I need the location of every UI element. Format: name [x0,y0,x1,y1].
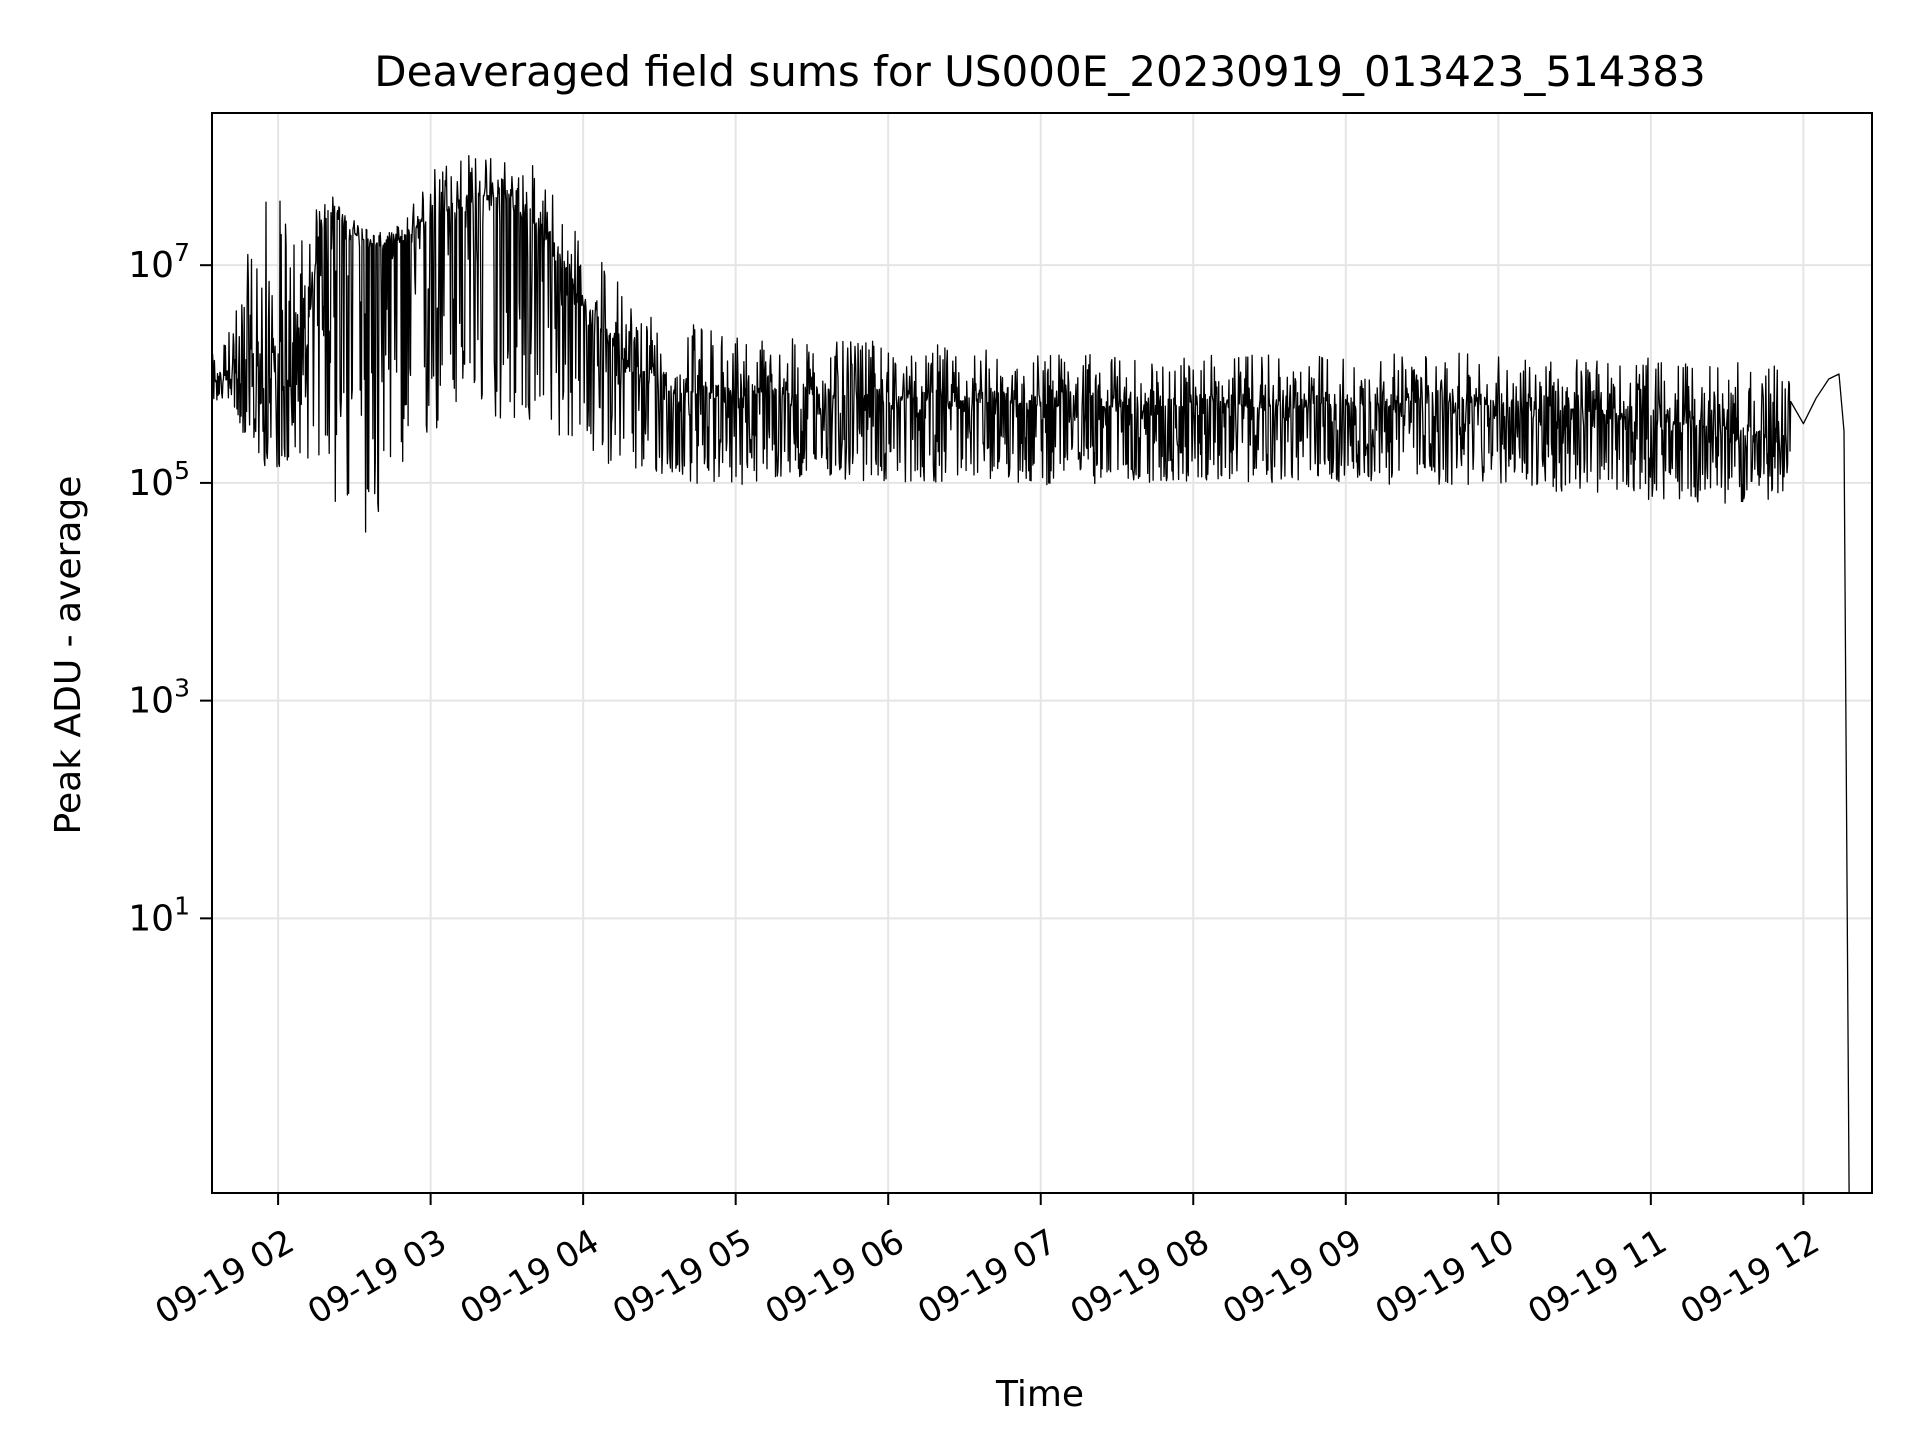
y-tick-base: 10 [128,898,174,939]
y-axis-label: Peak ADU - average [48,476,89,835]
plot-layer [212,155,1850,1193]
y-tick-exponent: 3 [174,674,190,703]
x-axis-label: Time [995,1374,1084,1415]
series-group [212,155,1850,1193]
y-tick-exponent: 1 [174,891,190,920]
y-tick-exponent: 7 [174,238,190,267]
y-tick-exponent: 5 [174,456,190,485]
y-tick-base: 10 [128,245,174,286]
series-line [212,155,1850,1193]
grid-layer [212,113,1872,1193]
y-tick-label: 107 [128,238,190,286]
chart-title: Deaveraged field sums for US000E_2023091… [374,47,1705,96]
y-tick-base: 10 [128,463,174,504]
y-tick-base: 10 [128,681,174,722]
y-tick-label: 101 [128,891,190,939]
y-tick-label: 105 [128,456,190,504]
plot-frame [211,112,1873,1194]
y-tick-label: 103 [128,674,190,722]
